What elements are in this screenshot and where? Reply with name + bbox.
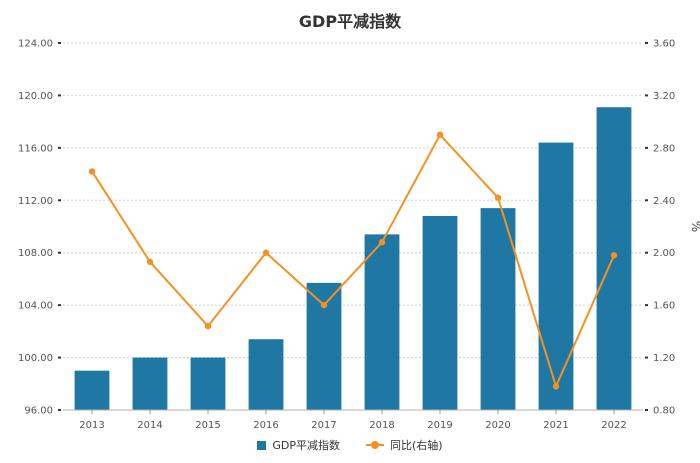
line-point bbox=[262, 249, 270, 256]
x-tick-label: 2014 bbox=[137, 420, 162, 431]
y-right-tick-label: 2.80 bbox=[653, 143, 675, 154]
line-point bbox=[378, 239, 386, 246]
legend-bar-label: GDP平减指数 bbox=[272, 439, 341, 452]
line-point bbox=[552, 383, 560, 390]
x-tick-label: 2019 bbox=[427, 420, 452, 431]
bar bbox=[364, 234, 400, 410]
chart-title: GDP平减指数 bbox=[298, 12, 402, 31]
x-tick-label: 2020 bbox=[485, 420, 510, 431]
bar bbox=[248, 339, 284, 410]
bar bbox=[480, 208, 516, 410]
legend-item-line[interactable]: 同比(右轴) bbox=[366, 437, 443, 453]
y-left-tick-label: 124.00 bbox=[18, 39, 53, 50]
bar bbox=[190, 357, 226, 410]
y-right-tick-label: 2.00 bbox=[653, 248, 675, 259]
line-point bbox=[320, 301, 328, 309]
legend-bar-swatch bbox=[257, 440, 267, 450]
y-right-tick-label: 1.60 bbox=[653, 301, 675, 312]
x-tick-label: 2021 bbox=[543, 420, 568, 431]
y-right-axis-label: % bbox=[689, 221, 700, 232]
y-left-tick-label: 120.00 bbox=[18, 91, 53, 102]
line-point bbox=[204, 322, 212, 330]
x-tick-label: 2017 bbox=[311, 420, 336, 431]
y-right-tick-label: 3.60 bbox=[653, 39, 675, 50]
y-right-tick-label: 0.80 bbox=[653, 406, 675, 417]
legend: GDP平减指数 同比(右轴) bbox=[0, 437, 700, 453]
y-right-tick-label: 3.20 bbox=[653, 91, 675, 102]
y-left-tick-label: 104.00 bbox=[18, 301, 53, 312]
line-point bbox=[610, 252, 618, 259]
bar bbox=[422, 216, 458, 410]
line-point bbox=[146, 258, 154, 266]
y-right-tick-label: 2.40 bbox=[653, 196, 675, 207]
x-tick-label: 2022 bbox=[601, 420, 626, 431]
bar bbox=[74, 370, 110, 410]
y-left-tick-label: 108.00 bbox=[18, 248, 53, 259]
x-tick-label: 2015 bbox=[195, 420, 220, 431]
y-left-tick-label: 96.00 bbox=[24, 406, 53, 417]
y-left-tick-label: 116.00 bbox=[18, 143, 53, 154]
bar bbox=[306, 282, 342, 410]
line-series bbox=[91, 133, 615, 390]
x-tick-label: 2013 bbox=[79, 420, 104, 431]
line-point bbox=[436, 131, 444, 138]
x-tick-label: 2018 bbox=[369, 420, 394, 431]
legend-item-bar[interactable]: GDP平减指数 bbox=[257, 437, 340, 453]
bar bbox=[596, 107, 632, 410]
legend-line-swatch bbox=[366, 440, 385, 450]
bar bbox=[132, 357, 168, 410]
y-left-tick-label: 100.00 bbox=[18, 353, 53, 364]
x-tick-label: 2016 bbox=[253, 420, 278, 431]
y-left-tick-label: 112.00 bbox=[18, 196, 53, 207]
line-point bbox=[494, 194, 502, 201]
y-right-tick-label: 1.20 bbox=[653, 353, 675, 364]
bar bbox=[538, 142, 574, 410]
line-point bbox=[88, 168, 96, 175]
legend-line-label: 同比(右轴) bbox=[390, 439, 443, 452]
